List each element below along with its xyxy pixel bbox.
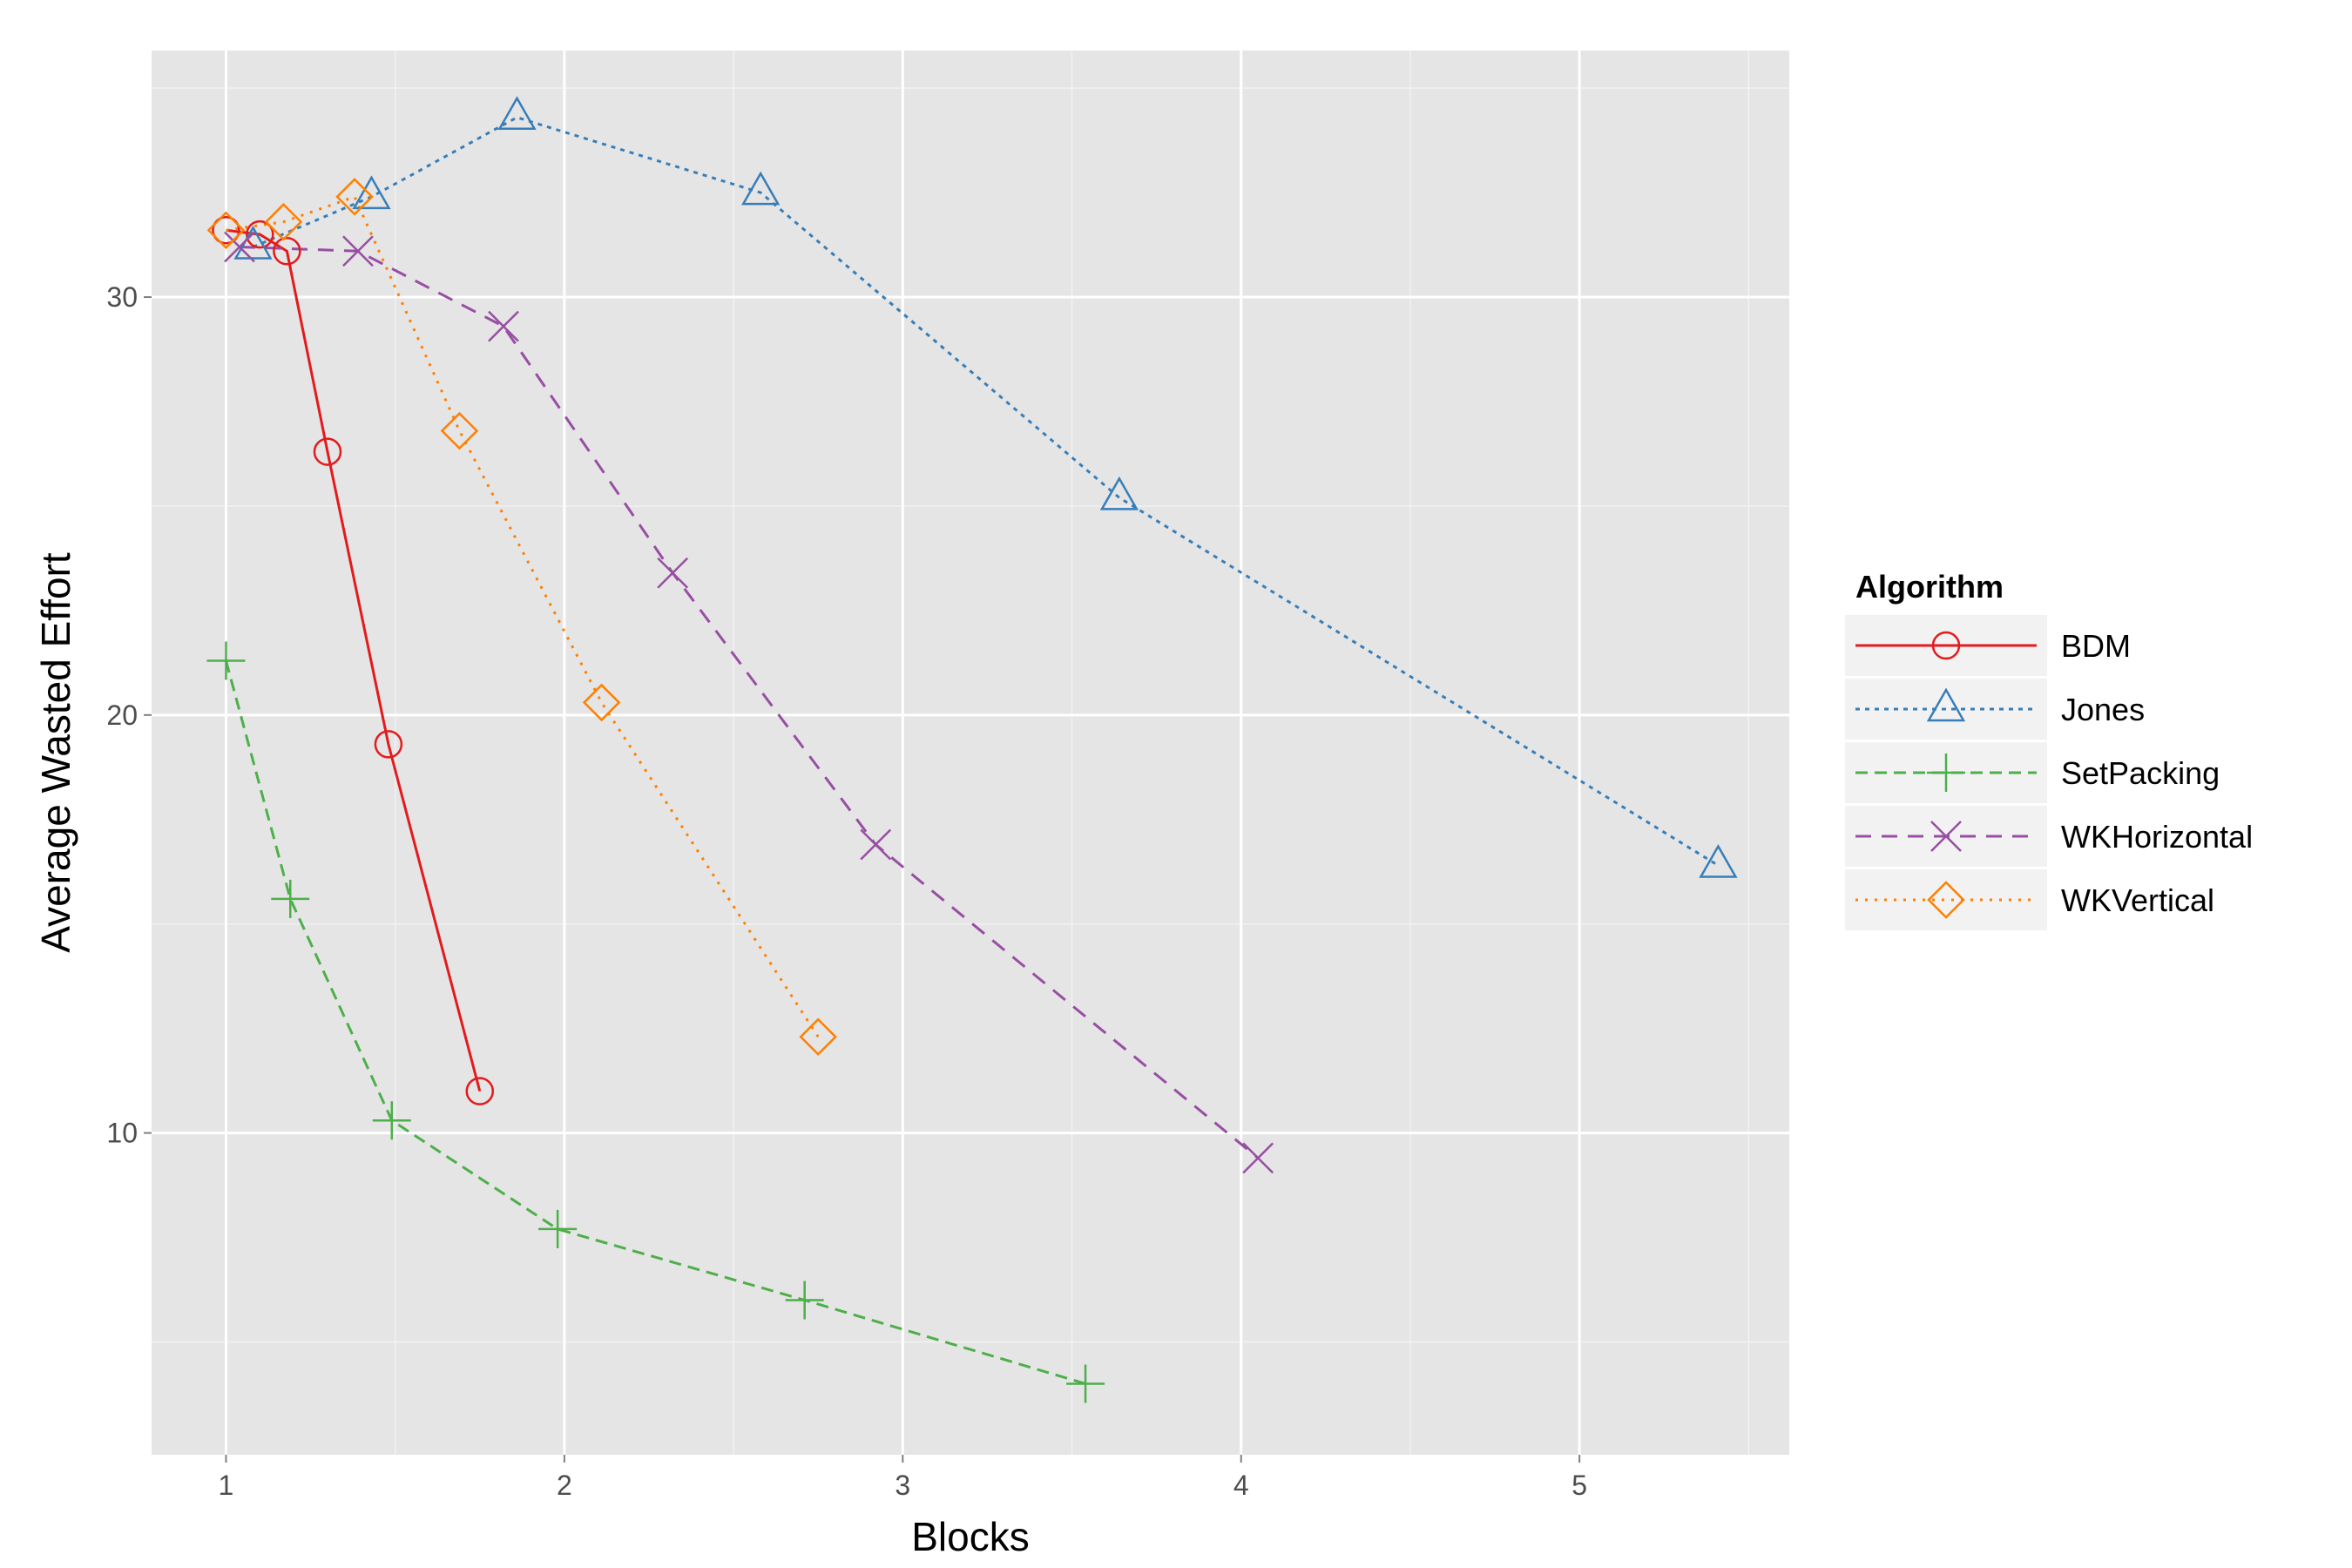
data-point-bdm xyxy=(465,1077,495,1105)
data-point-jones xyxy=(352,175,391,210)
x-tick-label: 3 xyxy=(895,1470,910,1501)
legend-key-marker-wkvertical xyxy=(1927,881,1965,919)
data-point-wkvertical xyxy=(206,211,246,250)
legend-label-setpacking: SetPacking xyxy=(2061,755,2220,791)
legend-key-marker-jones xyxy=(1926,687,1966,722)
data-point-bdm xyxy=(246,220,274,249)
data-point-wkhorizontal xyxy=(488,310,519,342)
y-tick-label: 30 xyxy=(106,281,138,313)
data-point-wkhorizontal xyxy=(657,557,689,589)
legend-label-wkhorizontal: WKHorizontal xyxy=(2061,819,2253,855)
data-point-jones xyxy=(1699,844,1738,878)
data-point-wkhorizontal xyxy=(224,231,255,263)
data-point-wkvertical xyxy=(582,683,621,722)
data-point-jones xyxy=(1099,476,1139,510)
data-point-setpacking xyxy=(372,1101,411,1140)
data-point-wkhorizontal xyxy=(860,828,892,861)
major-grid xyxy=(152,51,1789,1455)
legend-title: Algorithm xyxy=(1855,569,2004,605)
data-point-setpacking xyxy=(538,1209,578,1248)
legend-key-marker-wkhorizontal xyxy=(1930,821,1962,852)
legend-label-wkvertical: WKVertical xyxy=(2061,882,2214,918)
y-tick-label: 10 xyxy=(106,1118,138,1149)
data-point-wkhorizontal xyxy=(342,235,374,267)
data-point-wkhorizontal xyxy=(1242,1142,1274,1174)
legend-label-bdm: BDM xyxy=(2061,628,2131,664)
data-point-wkvertical xyxy=(440,411,479,450)
y-tick-label: 20 xyxy=(106,700,138,731)
y-axis: 10 20 30 xyxy=(106,281,152,1149)
series-line-wkvertical xyxy=(226,195,820,1038)
data-point-setpacking xyxy=(1066,1364,1105,1403)
legend-key-marker-bdm xyxy=(1931,631,1961,660)
legend-key-bg-wkvertical xyxy=(1845,869,2047,930)
legend-key-marker-setpacking xyxy=(1927,754,1965,792)
series-markers xyxy=(206,96,1738,1403)
data-point-wkvertical xyxy=(799,1017,837,1057)
legend: Algorithm BDM Jones SetPacking WKHorizontal… xyxy=(1845,569,2253,930)
data-point-jones xyxy=(741,171,781,206)
data-point-wkvertical xyxy=(264,202,303,241)
x-axis-title: Blocks xyxy=(911,1514,1029,1559)
x-tick-label: 4 xyxy=(1233,1470,1249,1501)
data-point-setpacking xyxy=(785,1281,824,1320)
data-point-setpacking xyxy=(206,641,246,680)
data-point-setpacking xyxy=(271,879,310,918)
data-point-jones xyxy=(497,96,537,131)
data-point-bdm xyxy=(313,437,342,466)
series-line-wkhorizontal xyxy=(239,245,1260,1159)
y-axis-title: Average Wasted Effort xyxy=(33,552,78,953)
x-tick-label: 5 xyxy=(1571,1470,1587,1501)
data-point-bdm xyxy=(212,216,240,245)
x-tick-label: 1 xyxy=(219,1470,234,1501)
x-axis: 1 2 3 4 5 xyxy=(219,1455,1587,1501)
x-tick-label: 2 xyxy=(557,1470,572,1501)
data-point-bdm xyxy=(374,730,403,759)
series-line-jones xyxy=(252,116,1720,867)
data-point-wkvertical xyxy=(335,178,374,216)
data-point-bdm xyxy=(273,237,301,266)
legend-label-jones: Jones xyxy=(2061,692,2145,727)
